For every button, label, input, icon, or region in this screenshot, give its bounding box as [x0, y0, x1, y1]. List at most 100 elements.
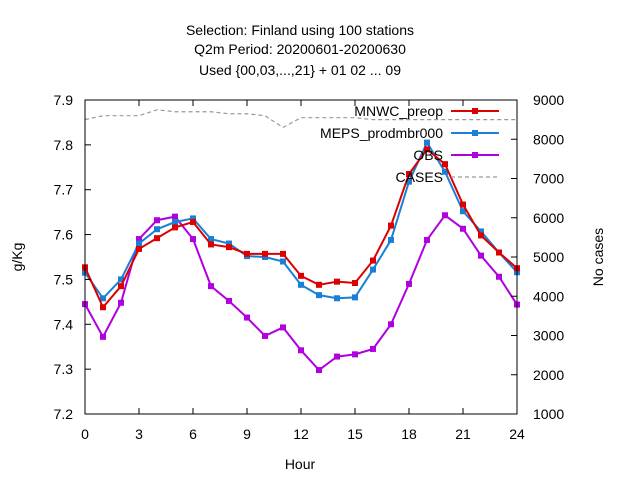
legend-label: MEPS_prodmbr000	[320, 125, 443, 141]
legend-label: MNWC_preop	[354, 103, 443, 119]
data-point-mnwc-preop	[298, 272, 304, 279]
title-line-1: Selection: Finland using 100 stations	[186, 22, 414, 38]
data-point-meps-prodmbr000	[352, 294, 358, 301]
y-tick-label: 7.4	[54, 316, 74, 332]
legend-marker	[472, 108, 478, 114]
data-point-obs	[388, 321, 394, 328]
data-point-mnwc-preop	[280, 250, 286, 257]
x-tick-label: 12	[293, 426, 309, 442]
legend-marker	[472, 130, 478, 136]
data-point-mnwc-preop	[226, 244, 232, 251]
data-point-meps-prodmbr000	[388, 236, 394, 243]
data-point-meps-prodmbr000	[172, 219, 178, 226]
x-tick-label: 15	[347, 426, 363, 442]
data-point-mnwc-preop	[388, 222, 394, 229]
y-tick-label: 7.9	[54, 92, 74, 108]
data-point-mnwc-preop	[262, 250, 268, 257]
x-tick-label: 9	[243, 426, 251, 442]
data-point-obs	[262, 332, 268, 339]
y2-tick-label: 3000	[533, 328, 564, 344]
data-point-obs	[442, 212, 448, 219]
y2-tick-label: 9000	[533, 92, 564, 108]
x-tick-label: 18	[401, 426, 417, 442]
title-line-2: Q2m Period: 20200601-20200630	[194, 41, 406, 57]
y2-tick-label: 6000	[533, 210, 564, 226]
data-point-obs	[334, 353, 340, 360]
y-tick-label: 7.7	[54, 182, 74, 198]
y-tick-label: 7.6	[54, 227, 74, 243]
y-tick-label: 7.5	[54, 271, 74, 287]
data-point-obs	[496, 273, 502, 280]
data-point-mnwc-preop	[442, 161, 448, 168]
data-point-obs	[118, 299, 124, 306]
data-point-obs	[460, 225, 466, 232]
data-point-meps-prodmbr000	[262, 254, 268, 260]
x-tick-label: 0	[81, 426, 89, 442]
data-point-obs	[100, 333, 106, 340]
data-point-meps-prodmbr000	[100, 295, 106, 302]
data-point-mnwc-preop	[460, 201, 466, 208]
data-point-mnwc-preop	[136, 245, 142, 252]
data-point-mnwc-preop	[118, 283, 124, 290]
axes: 0 3 6 9 12 15 18 21 24 7.2 7.3 7.4 7.5 7.6 7.7 7.8 7.9 10…	[54, 92, 565, 442]
data-point-mnwc-preop	[478, 232, 484, 239]
legend-label: OBS	[413, 147, 443, 163]
data-point-mnwc-preop	[424, 146, 430, 153]
data-point-obs	[190, 236, 196, 243]
data-point-mnwc-preop	[154, 235, 160, 242]
y2-tick-label: 1000	[533, 406, 564, 422]
chart-title: Selection: Finland using 100 stations Q2…	[186, 22, 414, 78]
data-point-obs	[136, 236, 142, 243]
x-tick-label: 6	[189, 426, 197, 442]
data-point-meps-prodmbr000	[460, 208, 466, 215]
data-point-meps-prodmbr000	[406, 178, 412, 185]
data-point-obs	[478, 252, 484, 259]
data-point-meps-prodmbr000	[208, 236, 214, 243]
legend: MNWC_preop MEPS_prodmbr000 OBS CASES	[320, 103, 499, 185]
y-axis-label: g/Kg	[9, 243, 25, 272]
data-point-obs	[352, 351, 358, 358]
y-tick-label: 7.8	[54, 137, 74, 153]
data-point-meps-prodmbr000	[334, 295, 340, 302]
data-point-meps-prodmbr000	[424, 139, 430, 146]
data-point-mnwc-preop	[334, 278, 340, 285]
x-axis-label: Hour	[285, 456, 316, 472]
title-line-3: Used {00,03,...,21} + 01 02 ... 09	[199, 62, 401, 78]
y-tick-label: 7.3	[54, 361, 74, 377]
x-tick-label: 21	[455, 426, 471, 442]
data-point-obs	[244, 314, 250, 321]
data-point-mnwc-preop	[190, 219, 196, 226]
data-point-meps-prodmbr000	[478, 228, 484, 235]
data-point-meps-prodmbr000	[298, 281, 304, 288]
data-point-meps-prodmbr000	[136, 240, 142, 247]
data-point-meps-prodmbr000	[118, 276, 124, 283]
data-point-mnwc-preop	[244, 250, 250, 257]
plot-frame	[84, 99, 518, 415]
data-point-meps-prodmbr000	[154, 226, 160, 233]
data-point-obs	[208, 283, 214, 290]
x-tick-label: 24	[509, 426, 525, 442]
y2-tick-label: 8000	[533, 131, 564, 147]
y2-tick-label: 4000	[533, 288, 564, 304]
data-point-mnwc-preop	[352, 280, 358, 287]
data-point-meps-prodmbr000	[442, 168, 448, 175]
data-point-meps-prodmbr000	[190, 215, 196, 222]
data-point-mnwc-preop	[172, 224, 178, 231]
data-point-mnwc-preop	[406, 171, 412, 178]
plot-series	[82, 109, 520, 374]
series-line-cases	[84, 109, 517, 129]
y2-tick-label: 7000	[533, 171, 564, 187]
data-point-obs	[370, 345, 376, 352]
data-point-mnwc-preop	[208, 241, 214, 248]
legend-label: CASES	[396, 169, 443, 185]
data-point-meps-prodmbr000	[316, 292, 322, 299]
y2-tick-label: 5000	[533, 249, 564, 265]
y2-tick-label: 2000	[533, 367, 564, 383]
y2-axis-label: No cases	[590, 228, 606, 286]
data-point-obs	[226, 297, 232, 304]
data-point-meps-prodmbr000	[370, 266, 376, 273]
data-point-mnwc-preop	[370, 257, 376, 264]
y-tick-label: 7.2	[54, 406, 74, 422]
